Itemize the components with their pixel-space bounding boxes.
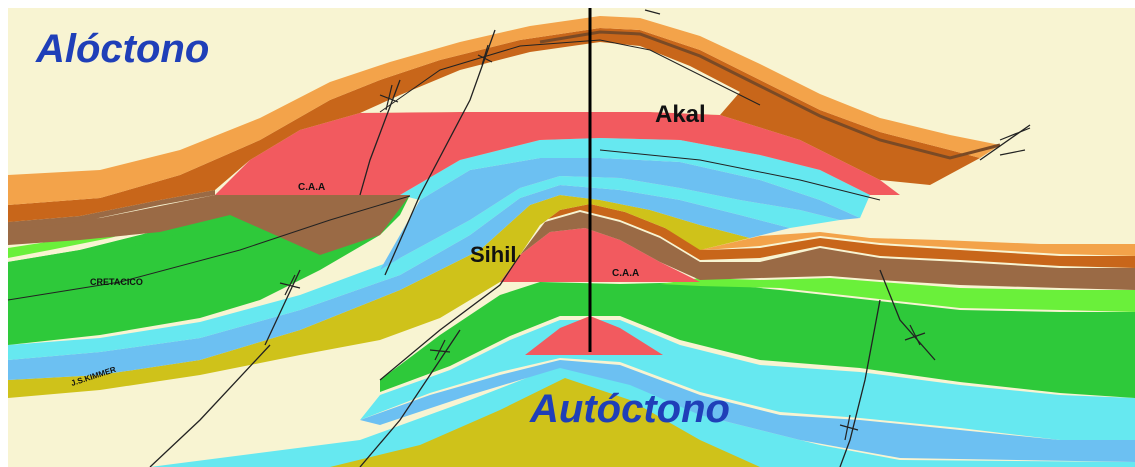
layer-allo-cyan-upper (400, 138, 870, 218)
layer-allo-brown-2 (8, 190, 215, 230)
layer-sihil-dark-orange (540, 204, 1135, 268)
horizon-line-1 (379, 39, 761, 113)
fault-3 (264, 269, 301, 346)
fault-4 (149, 344, 271, 467)
arrow-7 (999, 127, 1031, 156)
layer-auto-lime (660, 278, 1135, 312)
layer-deep-olive-2 (330, 378, 760, 467)
layer-allo-cream-core (360, 42, 740, 115)
layer-allo-olive (8, 195, 750, 398)
layer-allo-light-blue-upper (380, 158, 860, 270)
horizon-line-2 (7, 195, 411, 301)
arrow-6 (839, 414, 859, 441)
label-allochthon: Alóctono (35, 27, 209, 71)
layer-allo-lime (8, 195, 230, 258)
label-cretaceous: CRETACICO (90, 277, 143, 287)
layer-auto-green (380, 282, 1135, 398)
arrow-3 (279, 274, 301, 296)
fault-7 (839, 299, 881, 467)
label-caa-upper: C.A.A (298, 182, 325, 193)
arrow-4 (429, 339, 451, 361)
layer-allo-brown (8, 195, 410, 255)
fault-5 (359, 329, 461, 467)
fault-6 (879, 269, 936, 361)
label-caa-lower: C.A.A (612, 268, 639, 279)
layer-allo-dark-orange (8, 28, 980, 222)
reservoir-sihil (500, 228, 700, 282)
arrow-2 (379, 84, 399, 111)
layer-sihil-brown (520, 212, 1135, 290)
thrust-base (379, 254, 521, 381)
allochthon-block (8, 16, 1001, 398)
label-akal: Akal (655, 101, 706, 128)
layer-sihil-orange (700, 232, 1135, 256)
horizon-line-3 (599, 149, 881, 201)
fault-arrows (279, 9, 1031, 441)
layer-allo-green-2 (8, 200, 230, 270)
autochthon-block (150, 204, 1135, 467)
reservoir-autochthon (525, 316, 663, 355)
layer-allo-cyan-lower (8, 176, 840, 360)
label-sihil: Sihil (470, 242, 516, 267)
layer-allo-thin-brown (539, 30, 1001, 160)
layer-allo-orange (8, 16, 1000, 205)
label-autochthon: Autóctono (529, 387, 730, 431)
fault-2 (359, 79, 401, 196)
arrow-8 (644, 9, 661, 15)
arrow-1 (477, 44, 493, 66)
horizon-lines (7, 39, 881, 301)
reservoir-akal (215, 112, 900, 195)
layer-auto-light-blue (360, 360, 1135, 462)
layer-allo-light-blue-lower (8, 185, 790, 380)
arrow-5 (904, 324, 926, 346)
